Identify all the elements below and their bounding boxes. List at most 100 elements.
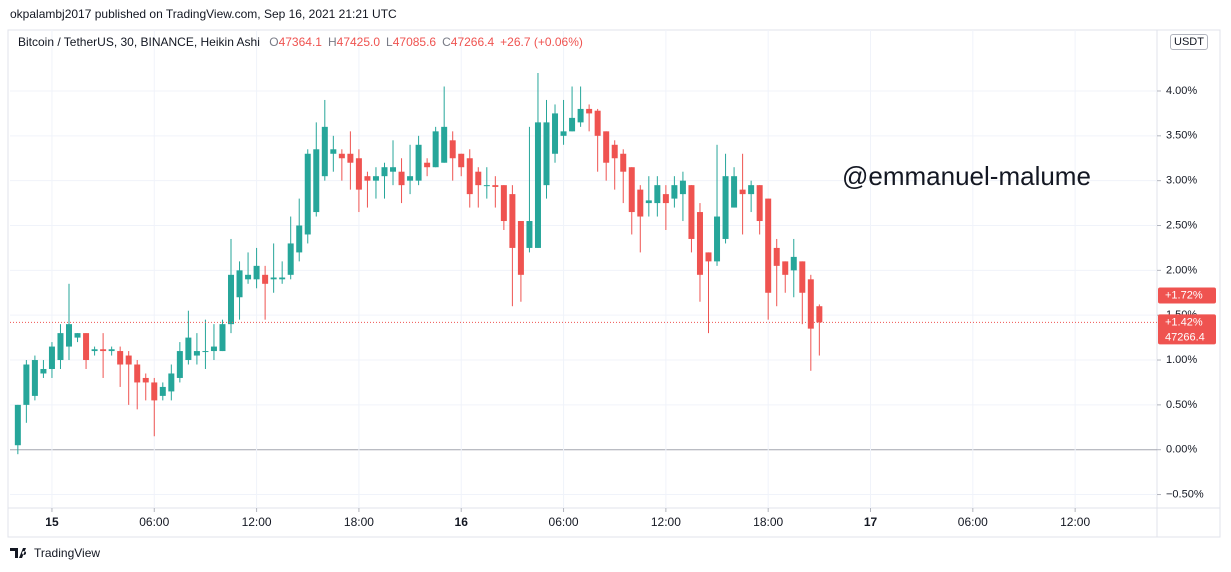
price-label: +1.72% <box>1165 289 1203 301</box>
candle-body <box>773 247 780 266</box>
candle-body <box>176 351 183 378</box>
y-tick-label: 3.50% <box>1166 130 1197 142</box>
x-tick-label: 12:00 <box>1060 515 1090 529</box>
candle-body <box>108 349 115 352</box>
x-tick-label: 06:00 <box>139 515 169 529</box>
candle-body <box>517 221 524 275</box>
x-tick-label: 06:00 <box>549 515 579 529</box>
x-tick-label: 12:00 <box>242 515 272 529</box>
y-tick-label: 3.00% <box>1166 175 1197 187</box>
candle-body <box>279 277 286 280</box>
candle-body <box>696 212 703 275</box>
symbol-title: Bitcoin / TetherUS, 30, BINANCE, Heikin … <box>18 35 260 49</box>
candle-body <box>748 185 755 195</box>
candle-body <box>398 171 405 186</box>
candle-body <box>500 185 507 222</box>
candle-body <box>449 140 456 159</box>
candle-body <box>586 108 593 114</box>
x-tick-label: 17 <box>864 515 878 529</box>
candle-body <box>407 176 414 181</box>
grid <box>10 30 1157 508</box>
x-tick-label: 15 <box>45 515 59 529</box>
candle-body <box>372 176 379 181</box>
candle-body <box>603 131 610 163</box>
change: +26.7 (+0.06%) <box>500 35 583 49</box>
candle-body <box>483 185 490 187</box>
candle-body <box>560 131 567 136</box>
candle-body <box>552 113 559 154</box>
candle-body <box>185 337 192 361</box>
candle-body <box>287 243 294 275</box>
publisher: okpalambj2017 published on TradingView.c… <box>10 7 397 21</box>
candle-body <box>347 153 354 163</box>
candle-body <box>569 117 576 132</box>
candle-body <box>390 167 397 172</box>
candle-body <box>219 324 226 352</box>
candle-body <box>117 351 124 365</box>
y-tick-label: 2.50% <box>1166 219 1197 231</box>
candle-body <box>577 108 584 123</box>
ohlc-key: H <box>327 35 337 49</box>
candle-body <box>637 189 644 217</box>
candle-body <box>509 194 516 248</box>
candle-body <box>151 382 158 401</box>
candle-body <box>432 131 439 168</box>
candle-body <box>74 333 81 338</box>
y-tick-label: 4.00% <box>1166 85 1197 97</box>
candle-body <box>534 122 541 248</box>
candle-body <box>816 306 823 323</box>
candle-body <box>245 274 252 280</box>
candle-body <box>57 333 64 361</box>
candle-body <box>202 351 209 353</box>
watermark: @emmanuel-malume <box>842 161 1091 191</box>
candle-body <box>722 176 729 239</box>
candle-body <box>458 153 465 168</box>
ohlc-value: 47425.0 <box>336 35 381 49</box>
y-tick-label: 1.00% <box>1166 354 1197 366</box>
candle-body <box>321 126 328 177</box>
x-tick-label: 12:00 <box>651 515 681 529</box>
candle-body <box>671 185 678 199</box>
footer: TradingView <box>10 546 100 560</box>
candle-body <box>14 404 21 446</box>
candle-body <box>654 185 661 204</box>
price-label-box <box>1158 314 1216 345</box>
candle-body <box>790 256 797 271</box>
candle-body <box>381 167 388 177</box>
candle-body <box>91 349 98 352</box>
symbol-legend: Bitcoin / TetherUS, 30, BINANCE, Heikin … <box>18 35 583 49</box>
candle-body <box>355 158 362 190</box>
candle-body <box>782 261 789 275</box>
y-tick-label: 0.50% <box>1166 399 1197 411</box>
candle-body <box>31 360 38 396</box>
candle-body <box>688 185 695 239</box>
x-tick-label: 06:00 <box>958 515 988 529</box>
candle-body <box>475 171 482 186</box>
currency-button[interactable]: USDT <box>1170 34 1208 50</box>
x-tick-label: 18:00 <box>753 515 783 529</box>
candle-body <box>492 185 499 187</box>
brand: TradingView <box>34 546 101 560</box>
ohlc-value: 47085.6 <box>392 35 437 49</box>
candle-body <box>611 144 618 159</box>
candle-body <box>48 346 55 369</box>
y-tick-label: 2.00% <box>1166 264 1197 276</box>
candle-body <box>594 110 601 136</box>
candle-body <box>620 153 627 172</box>
candle-body <box>739 189 746 195</box>
x-tick-label: 18:00 <box>344 515 374 529</box>
candle-body <box>253 265 260 280</box>
price-label: +1.42% <box>1165 316 1203 328</box>
candle-body <box>526 221 533 248</box>
candle-body <box>304 153 311 235</box>
candle-body <box>313 149 320 213</box>
candle-body <box>66 324 73 347</box>
candle-body <box>441 126 448 163</box>
candle-body <box>424 162 431 168</box>
candle-body <box>731 176 738 208</box>
candle-body <box>23 364 30 405</box>
candle-body <box>168 373 175 392</box>
price-label: 47266.4 <box>1165 331 1205 343</box>
